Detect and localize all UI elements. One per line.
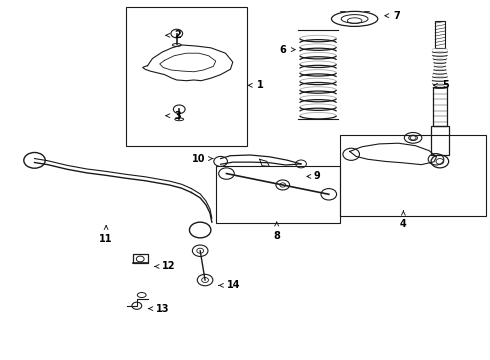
Text: 11: 11 [99, 234, 113, 244]
Bar [431, 126, 449, 155]
Text: 6: 6 [280, 45, 287, 55]
Text: 5: 5 [442, 80, 449, 90]
Text: 7: 7 [393, 11, 400, 21]
Bar [340, 135, 486, 216]
Bar [433, 87, 447, 126]
Bar [133, 254, 147, 263]
Text: 4: 4 [400, 219, 407, 229]
Text: 8: 8 [273, 231, 280, 241]
Text: 12: 12 [162, 261, 176, 271]
Text: 14: 14 [226, 280, 240, 291]
Text: 3: 3 [174, 111, 181, 121]
Text: 2: 2 [174, 30, 181, 40]
Text: 10: 10 [192, 154, 205, 163]
Bar [216, 166, 340, 223]
Text: 9: 9 [313, 171, 320, 181]
Bar [435, 21, 445, 48]
Text: 13: 13 [156, 303, 170, 314]
Text: 1: 1 [257, 80, 264, 90]
Bar [125, 7, 247, 146]
